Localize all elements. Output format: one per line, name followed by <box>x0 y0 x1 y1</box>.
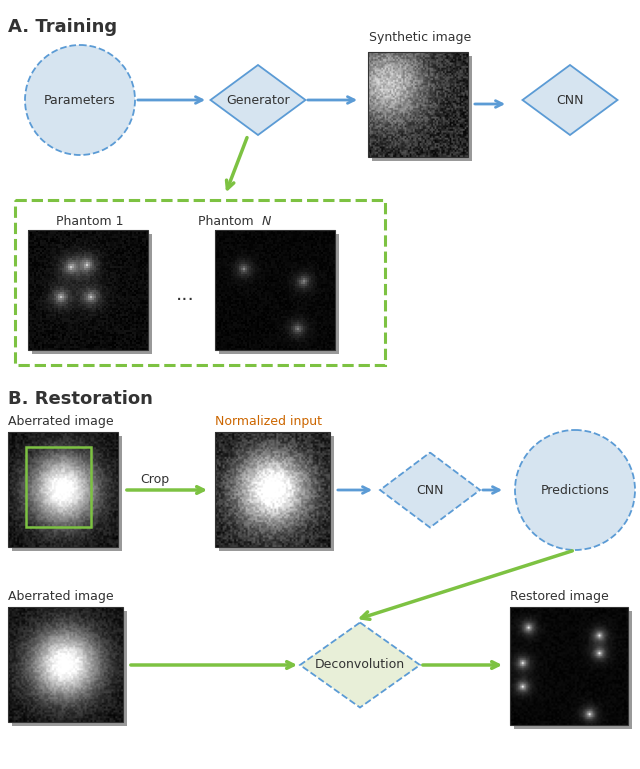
Text: Deconvolution: Deconvolution <box>315 658 405 671</box>
Text: ...: ... <box>175 285 195 305</box>
Bar <box>8 607 123 722</box>
Text: Synthetic image: Synthetic image <box>369 32 471 45</box>
Bar <box>219 234 339 354</box>
Text: Normalized input: Normalized input <box>215 415 322 428</box>
Bar <box>26 447 91 527</box>
Text: Crop: Crop <box>140 474 170 487</box>
Text: Predictions: Predictions <box>541 484 609 497</box>
Polygon shape <box>300 622 420 707</box>
Text: A. Training: A. Training <box>8 18 117 36</box>
Text: CNN: CNN <box>556 94 584 106</box>
Text: N: N <box>262 215 271 228</box>
Polygon shape <box>380 452 480 528</box>
Bar <box>15 200 385 365</box>
Bar <box>12 436 122 551</box>
Bar <box>219 436 334 551</box>
Bar <box>514 611 632 729</box>
Bar <box>28 230 148 350</box>
Bar <box>368 52 468 157</box>
Text: CNN: CNN <box>416 484 444 497</box>
Text: Phantom 1: Phantom 1 <box>56 215 124 228</box>
Bar <box>510 607 628 725</box>
Text: Restored image: Restored image <box>510 590 609 603</box>
Bar <box>8 432 118 547</box>
Circle shape <box>515 430 635 550</box>
Text: Generator: Generator <box>226 94 290 106</box>
Circle shape <box>25 45 135 155</box>
Text: Aberrated image: Aberrated image <box>8 415 114 428</box>
Bar <box>32 234 152 354</box>
Polygon shape <box>211 65 305 135</box>
Text: B. Restoration: B. Restoration <box>8 390 153 408</box>
Bar <box>372 56 472 161</box>
Polygon shape <box>522 65 618 135</box>
Bar <box>215 230 335 350</box>
Bar <box>215 432 330 547</box>
Text: Parameters: Parameters <box>44 94 116 106</box>
Text: Phantom: Phantom <box>198 215 258 228</box>
Bar <box>12 611 127 726</box>
Text: Aberrated image: Aberrated image <box>8 590 114 603</box>
